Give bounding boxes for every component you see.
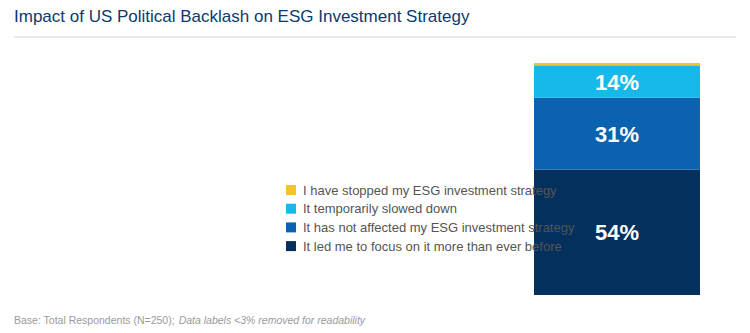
footnote: Base: Total Respondents (N=250); Data lab… xyxy=(14,314,366,326)
legend-swatch xyxy=(286,222,296,232)
footnote-part: Base: Total Respondents (N=250); xyxy=(14,314,175,326)
data-label: 14% xyxy=(595,70,639,95)
data-labels: 54% 31% 14% xyxy=(595,70,639,246)
legend-swatch xyxy=(286,204,296,214)
bars xyxy=(534,63,700,295)
chart: Impact of US Political Backlash on ESG I… xyxy=(0,0,750,333)
legend-label: It led me to focus on it more than ever … xyxy=(303,239,562,254)
legend-swatch xyxy=(286,241,296,251)
bar-segment xyxy=(534,63,700,65)
data-label: 31% xyxy=(595,122,639,147)
legend-label: It has not affected my ESG investment st… xyxy=(303,220,575,235)
legend-swatch xyxy=(286,185,296,195)
footnote-part: Data labels <3% removed for readability xyxy=(179,314,366,326)
legend: I have stopped my ESG investment strateg… xyxy=(286,183,575,254)
title-rule xyxy=(14,37,736,38)
bar-segment xyxy=(534,98,700,170)
data-label: 54% xyxy=(595,220,639,245)
legend-label: It temporarily slowed down xyxy=(303,201,457,216)
title: Impact of US Political Backlash on ESG I… xyxy=(14,7,470,26)
legend-label: I have stopped my ESG investment strateg… xyxy=(303,183,557,198)
bar-segment xyxy=(534,65,700,97)
